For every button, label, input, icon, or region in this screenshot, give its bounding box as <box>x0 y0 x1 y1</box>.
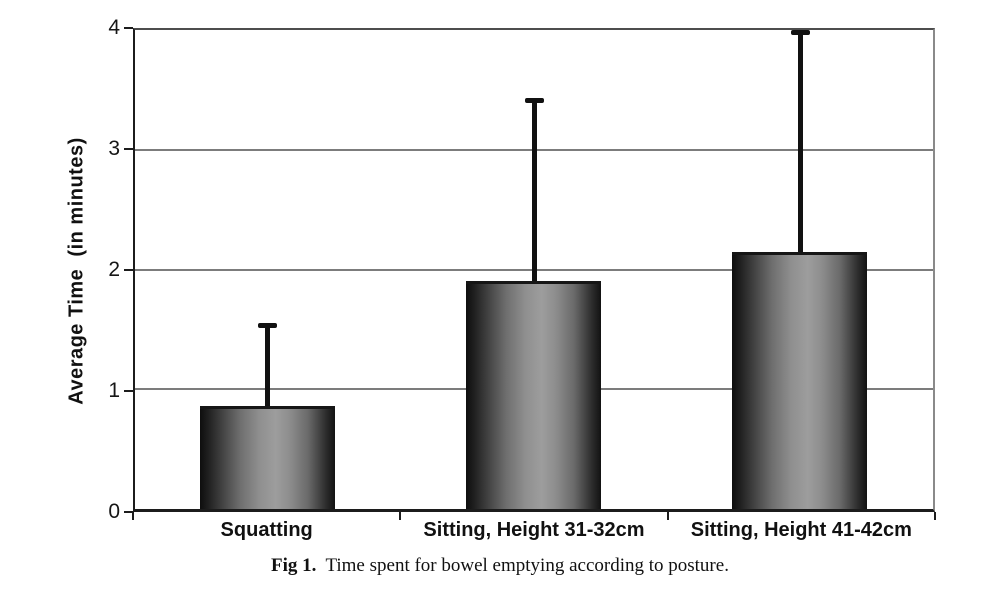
plot-area <box>133 28 935 512</box>
bar-squatting <box>200 406 336 509</box>
error-bar-cap-sitting-height-41-42cm <box>790 30 810 35</box>
bar-sitting-height-31-32cm <box>466 281 602 509</box>
error-bar-squatting <box>265 323 271 407</box>
x-category-label-sitting-height-41-42cm: Sitting, Height 41-42cm <box>690 519 912 541</box>
x-category-label-sitting-height-31-32cm: Sitting, Height 31-32cm <box>423 519 645 541</box>
bar-sitting-height-41-42cm <box>732 251 868 509</box>
y-tick-label-0: 0 <box>108 500 120 523</box>
y-tick-mark-1 <box>124 390 133 392</box>
x-tick-mark-2 <box>666 512 669 520</box>
y-tick-label-2: 2 <box>108 258 120 281</box>
x-category-label-squatting: Squatting <box>220 519 313 541</box>
figure-caption-text: Time spent for bowel emptying according … <box>325 555 729 576</box>
x-tick-mark-3 <box>934 512 936 520</box>
y-tick-mark-3 <box>124 148 133 150</box>
error-bar-sitting-height-41-42cm <box>797 30 803 252</box>
y-tick-mark-4 <box>124 27 133 29</box>
figure-caption: Fig 1. Time spent for bowel emptying acco… <box>0 555 1000 577</box>
x-tick-mark-0 <box>132 512 134 520</box>
error-bar-sitting-height-31-32cm <box>531 98 537 282</box>
y-tick-label-4: 4 <box>108 16 120 39</box>
y-tick-mark-2 <box>124 269 133 271</box>
y-tick-label-3: 3 <box>108 137 120 160</box>
error-bar-cap-sitting-height-31-32cm <box>524 98 544 104</box>
y-tick-mark-0 <box>124 511 133 513</box>
figure-caption-label: Fig 1. <box>271 555 317 576</box>
error-bar-cap-squatting <box>258 323 278 329</box>
x-tick-mark-1 <box>399 512 402 520</box>
y-tick-label-1: 1 <box>108 379 120 402</box>
